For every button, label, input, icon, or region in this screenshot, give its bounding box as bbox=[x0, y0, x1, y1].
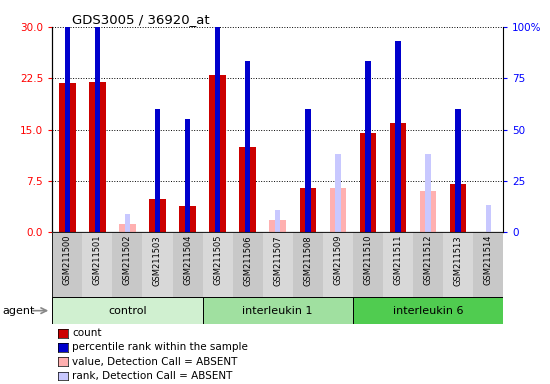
Text: GSM211512: GSM211512 bbox=[424, 235, 433, 285]
Bar bbox=[142, 232, 173, 298]
Bar bbox=[365, 61, 371, 232]
Bar bbox=[112, 232, 142, 298]
Bar bbox=[263, 232, 293, 298]
Bar bbox=[155, 109, 160, 232]
Text: GSM211503: GSM211503 bbox=[153, 235, 162, 286]
Text: GSM211514: GSM211514 bbox=[483, 235, 493, 285]
Bar bbox=[305, 109, 311, 232]
Text: GSM211511: GSM211511 bbox=[393, 235, 403, 285]
Bar bbox=[486, 205, 491, 232]
Bar bbox=[179, 206, 196, 232]
Bar bbox=[383, 232, 413, 298]
Bar bbox=[455, 109, 461, 232]
Bar bbox=[395, 41, 401, 232]
Text: GSM211509: GSM211509 bbox=[333, 235, 343, 285]
Bar bbox=[173, 232, 202, 298]
Bar bbox=[245, 61, 250, 232]
Bar bbox=[119, 224, 136, 232]
Text: GDS3005 / 36920_at: GDS3005 / 36920_at bbox=[72, 13, 209, 26]
Bar bbox=[239, 147, 256, 232]
Text: control: control bbox=[108, 306, 147, 316]
Text: GSM211506: GSM211506 bbox=[243, 235, 252, 286]
Bar bbox=[149, 199, 166, 232]
Bar bbox=[82, 232, 112, 298]
Bar bbox=[329, 188, 346, 232]
Bar bbox=[52, 232, 82, 298]
Bar bbox=[390, 123, 406, 232]
Bar bbox=[275, 210, 280, 232]
Bar bbox=[450, 184, 466, 232]
Text: GSM211500: GSM211500 bbox=[63, 235, 72, 285]
Text: GSM211507: GSM211507 bbox=[273, 235, 282, 286]
Text: GSM211510: GSM211510 bbox=[364, 235, 372, 285]
Bar bbox=[210, 75, 226, 232]
Text: value, Detection Call = ABSENT: value, Detection Call = ABSENT bbox=[72, 357, 238, 367]
Bar bbox=[52, 297, 202, 324]
Bar bbox=[360, 133, 376, 232]
Bar bbox=[233, 232, 263, 298]
Bar bbox=[300, 188, 316, 232]
Bar bbox=[202, 232, 233, 298]
Text: rank, Detection Call = ABSENT: rank, Detection Call = ABSENT bbox=[72, 371, 233, 381]
Text: GSM211513: GSM211513 bbox=[454, 235, 463, 286]
Text: agent: agent bbox=[3, 306, 35, 316]
Bar bbox=[59, 83, 75, 232]
Bar bbox=[95, 7, 100, 232]
Bar bbox=[413, 232, 443, 298]
Text: interleukin 1: interleukin 1 bbox=[243, 306, 313, 316]
Bar bbox=[353, 297, 503, 324]
Bar bbox=[89, 82, 106, 232]
Text: interleukin 6: interleukin 6 bbox=[393, 306, 463, 316]
Bar bbox=[323, 232, 353, 298]
Text: GSM211508: GSM211508 bbox=[303, 235, 312, 286]
Bar bbox=[473, 232, 503, 298]
Bar bbox=[353, 232, 383, 298]
Bar bbox=[270, 220, 286, 232]
Bar bbox=[420, 191, 436, 232]
Bar bbox=[215, 0, 221, 232]
Bar bbox=[335, 154, 340, 232]
Text: count: count bbox=[72, 328, 102, 338]
Bar bbox=[293, 232, 323, 298]
Text: GSM211501: GSM211501 bbox=[93, 235, 102, 285]
Bar bbox=[125, 214, 130, 232]
Text: GSM211502: GSM211502 bbox=[123, 235, 132, 285]
Bar bbox=[64, 7, 70, 232]
Bar bbox=[443, 232, 473, 298]
Text: GSM211504: GSM211504 bbox=[183, 235, 192, 285]
Bar bbox=[185, 119, 190, 232]
Text: GSM211505: GSM211505 bbox=[213, 235, 222, 285]
Bar bbox=[425, 154, 431, 232]
Bar bbox=[202, 297, 353, 324]
Text: percentile rank within the sample: percentile rank within the sample bbox=[72, 343, 248, 353]
